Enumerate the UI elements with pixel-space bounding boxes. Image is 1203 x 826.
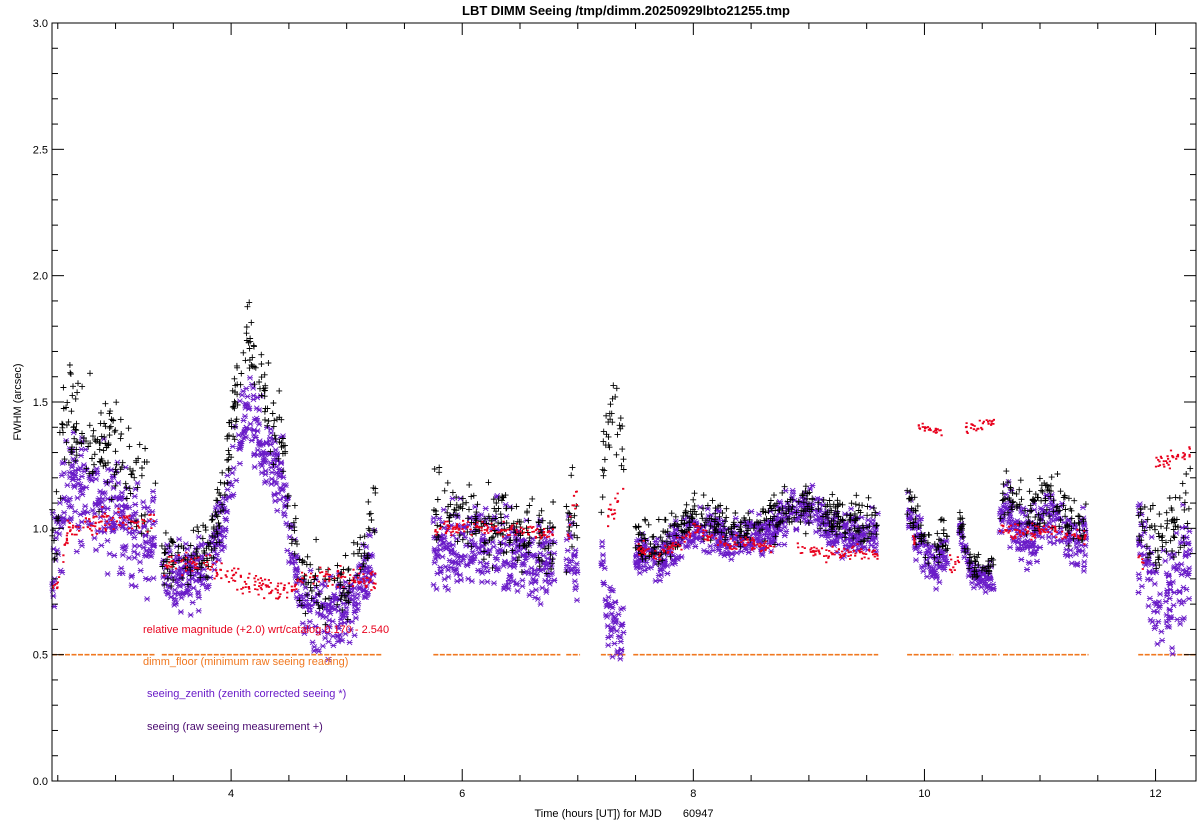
x-tick-label: 10 — [918, 788, 930, 800]
mjd-value: 60947 — [683, 808, 714, 820]
y-tick-label: 0.0 — [33, 776, 48, 788]
x-tick-label: 8 — [690, 788, 696, 800]
legend-entry-seeing: seeing (raw seeing measurement +) — [147, 721, 323, 733]
x-tick-label: 6 — [459, 788, 465, 800]
series-relative-magnitude — [51, 418, 1191, 600]
y-tick-label: 2.0 — [33, 271, 48, 283]
x-tick-label: 4 — [228, 788, 234, 800]
legend-entry-dimm-floor: dimm_floor (minimum raw seeing reading) — [143, 656, 348, 668]
y-tick-label: 1.5 — [33, 397, 48, 409]
y-tick-label: 0.5 — [33, 650, 48, 662]
y-tick-label: 2.5 — [33, 144, 48, 156]
legend-entry-relative-magnitude: relative magnitude (+2.0) wrt/catalog 0.… — [143, 624, 389, 636]
marks-relative-magnitude — [51, 418, 1191, 600]
legend: relative magnitude (+2.0) wrt/catalog 0.… — [143, 624, 389, 733]
marks-seeing — [49, 299, 1194, 628]
series-seeing — [49, 299, 1194, 628]
y-tick-label: 3.0 — [33, 18, 48, 30]
legend-entry-seeing-zenith: seeing_zenith (zenith corrected seeing *… — [147, 688, 346, 700]
x-axis-label-text: Time (hours [UT]) for MJD — [535, 808, 662, 820]
chart-title: LBT DIMM Seeing /tmp/dimm.20250929lbto21… — [462, 3, 790, 18]
y-axis-label: FWHM (arcsec) — [12, 364, 24, 441]
x-tick-label: 12 — [1149, 788, 1161, 800]
y-tick-label: 1.0 — [33, 523, 48, 535]
x-axis-label: Time (hours [UT]) for MJD 60947 — [535, 808, 714, 820]
